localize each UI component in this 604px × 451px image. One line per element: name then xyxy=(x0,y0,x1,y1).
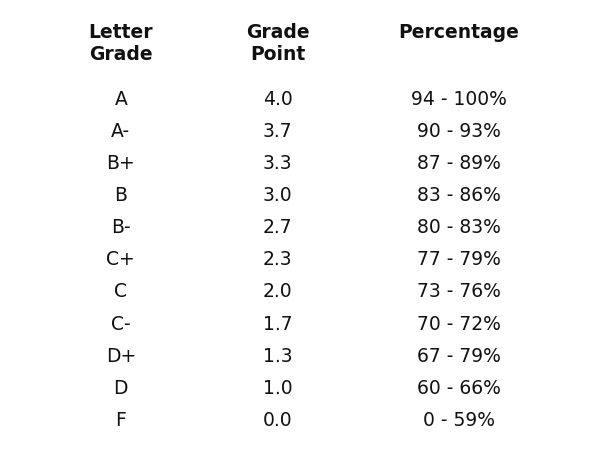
Text: F: F xyxy=(115,410,126,429)
Text: B: B xyxy=(114,186,127,205)
Text: D: D xyxy=(114,378,128,397)
Text: 1.0: 1.0 xyxy=(263,378,293,397)
Text: 0 - 59%: 0 - 59% xyxy=(423,410,495,429)
Text: 77 - 79%: 77 - 79% xyxy=(417,250,501,269)
Text: 90 - 93%: 90 - 93% xyxy=(417,122,501,141)
Text: 70 - 72%: 70 - 72% xyxy=(417,314,501,333)
Text: 0.0: 0.0 xyxy=(263,410,293,429)
Text: 87 - 89%: 87 - 89% xyxy=(417,154,501,173)
Text: D+: D+ xyxy=(106,346,136,365)
Text: 3.3: 3.3 xyxy=(263,154,293,173)
Text: 3.0: 3.0 xyxy=(263,186,293,205)
Text: 83 - 86%: 83 - 86% xyxy=(417,186,501,205)
Text: B-: B- xyxy=(111,218,130,237)
Text: 67 - 79%: 67 - 79% xyxy=(417,346,501,365)
Text: 1.7: 1.7 xyxy=(263,314,293,333)
Text: 80 - 83%: 80 - 83% xyxy=(417,218,501,237)
Text: 3.7: 3.7 xyxy=(263,122,293,141)
Text: C+: C+ xyxy=(106,250,135,269)
Text: Letter
Grade: Letter Grade xyxy=(89,23,153,64)
Text: A-: A- xyxy=(111,122,130,141)
Text: 1.3: 1.3 xyxy=(263,346,293,365)
Text: B+: B+ xyxy=(106,154,135,173)
Text: C-: C- xyxy=(111,314,130,333)
Text: 73 - 76%: 73 - 76% xyxy=(417,282,501,301)
Text: Percentage: Percentage xyxy=(399,23,519,41)
Text: 2.7: 2.7 xyxy=(263,218,293,237)
Text: 94 - 100%: 94 - 100% xyxy=(411,90,507,109)
Text: 60 - 66%: 60 - 66% xyxy=(417,378,501,397)
Text: 2.3: 2.3 xyxy=(263,250,293,269)
Text: Grade
Point: Grade Point xyxy=(246,23,310,64)
Text: 4.0: 4.0 xyxy=(263,90,293,109)
Text: C: C xyxy=(114,282,127,301)
Text: 2.0: 2.0 xyxy=(263,282,293,301)
Text: A: A xyxy=(114,90,127,109)
